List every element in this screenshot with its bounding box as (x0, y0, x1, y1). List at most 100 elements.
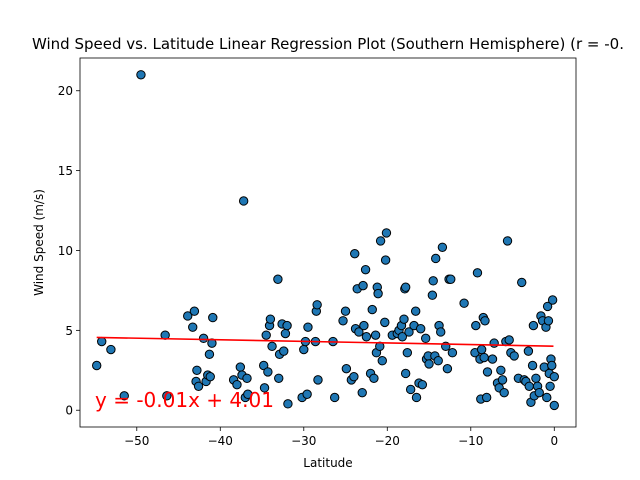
regression-group (96, 336, 554, 347)
data-point (547, 295, 558, 305)
data-point (313, 375, 323, 385)
data-point (279, 346, 289, 356)
data-point (420, 333, 431, 344)
data-point (350, 248, 360, 259)
data-point (261, 330, 271, 340)
data-point (527, 360, 538, 371)
data-point (549, 371, 559, 382)
data-point (497, 375, 508, 385)
data-point (399, 314, 409, 324)
data-point (502, 236, 513, 246)
data-point (354, 327, 364, 337)
regression-equation-label: y = -0.01x + 4.01 (95, 388, 274, 412)
data-point (302, 389, 312, 399)
data-point (340, 306, 351, 316)
data-point (404, 327, 414, 337)
data-point (534, 387, 544, 398)
x-tick-label: −40 (208, 434, 233, 448)
data-point (509, 351, 519, 361)
x-tick-label: −30 (291, 434, 316, 448)
data-point (92, 360, 102, 371)
data-point (472, 268, 483, 278)
data-point (208, 312, 218, 323)
data-point (205, 371, 215, 382)
data-point (162, 391, 172, 401)
data-point (192, 365, 202, 375)
y-axis: 0 5 10 15 20 (58, 84, 80, 418)
data-point (446, 274, 456, 284)
data-point (400, 282, 411, 292)
data-point (528, 320, 539, 331)
y-tick-label: 20 (58, 84, 73, 98)
data-point (482, 367, 493, 377)
y-tick-label: 5 (65, 324, 73, 338)
data-point (517, 277, 527, 288)
data-point (524, 381, 534, 391)
data-point (481, 392, 492, 403)
data-point (263, 367, 273, 377)
data-point (265, 314, 276, 324)
data-point (405, 384, 416, 395)
x-axis: −50 −40 −30 −20 −10 0 (124, 427, 558, 448)
data-point (459, 298, 469, 308)
data-point (267, 341, 277, 352)
data-point (377, 356, 387, 366)
data-point (198, 333, 209, 344)
data-point (259, 383, 270, 393)
data-point (242, 373, 252, 383)
data-point (193, 381, 204, 391)
data-point (243, 389, 253, 399)
data-point (397, 332, 408, 342)
plot-background (80, 58, 576, 427)
data-point (341, 363, 352, 374)
data-point (119, 391, 129, 401)
plot-frame (79, 57, 577, 428)
data-point (549, 400, 559, 411)
data-point (427, 290, 438, 300)
data-point (496, 365, 506, 375)
plot-area (80, 58, 576, 427)
data-point (338, 316, 348, 326)
data-point (283, 399, 293, 409)
x-tick-label: −20 (375, 434, 400, 448)
data-point (428, 276, 438, 286)
data-point (359, 320, 369, 331)
data-point (280, 328, 291, 339)
data-point (369, 373, 379, 383)
data-point (97, 336, 107, 347)
data-point (433, 356, 443, 366)
data-point (357, 387, 367, 398)
data-point (303, 322, 313, 332)
data-point (436, 327, 446, 337)
data-point (273, 274, 283, 284)
data-point (238, 196, 249, 206)
data-point (543, 316, 554, 326)
data-point (189, 306, 200, 316)
data-point (531, 373, 541, 383)
data-point (282, 320, 292, 331)
data-point (410, 306, 421, 316)
data-point (417, 379, 428, 390)
data-point (358, 280, 368, 291)
regression-line (96, 336, 554, 347)
data-point (476, 344, 487, 355)
data-point (499, 387, 509, 398)
data-point (437, 242, 448, 252)
x-tick-label: 0 (550, 434, 558, 448)
data-point (447, 348, 458, 358)
data-point (380, 317, 390, 328)
data-point (375, 236, 386, 246)
data-point (431, 253, 441, 264)
data-point (442, 363, 453, 374)
data-point (415, 324, 426, 334)
data-point (373, 288, 383, 299)
y-tick-label: 15 (58, 164, 73, 178)
y-tick-label: 10 (58, 244, 73, 258)
data-point (188, 322, 198, 332)
data-point (106, 344, 116, 355)
data-point (402, 348, 413, 358)
chart-title: Wind Speed vs. Latitude Linear Regressio… (32, 35, 624, 53)
data-point (235, 362, 246, 372)
data-point (259, 360, 269, 371)
data-point (360, 264, 371, 275)
